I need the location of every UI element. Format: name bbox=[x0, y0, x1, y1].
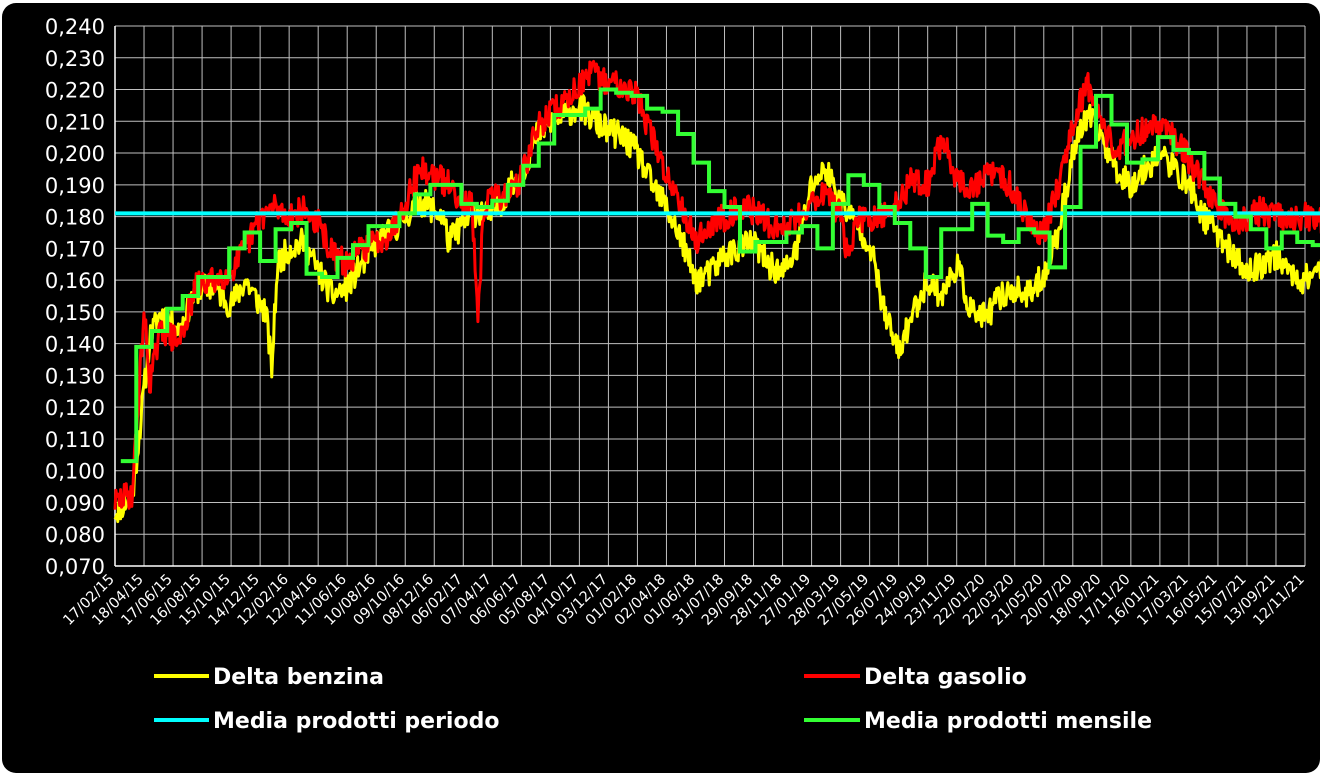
y-tick-label: 0,220 bbox=[45, 79, 105, 103]
y-tick-label: 0,100 bbox=[45, 460, 105, 484]
gridlines bbox=[114, 25, 1306, 567]
legend-item-media-prodotti-mensile: Media prodotti mensile bbox=[804, 709, 1152, 734]
y-tick-label: 0,230 bbox=[45, 47, 105, 71]
legend: Delta benzina Delta gasolio Media prodot… bbox=[154, 665, 1152, 734]
legend-item-media-prodotti-periodo: Media prodotti periodo bbox=[154, 709, 499, 734]
y-tick-label: 0,210 bbox=[45, 110, 105, 134]
series-line-delta-gasolio bbox=[113, 59, 1320, 510]
line-chart: 0,070 0,080 0,090 0,100 0,110 0,120 0,130 0,140… bbox=[45, 15, 1320, 734]
y-tick-label: 0,170 bbox=[45, 237, 105, 261]
legend-label-media-prodotti-periodo: Media prodotti periodo bbox=[213, 709, 499, 734]
y-tick-label: 0,120 bbox=[45, 396, 105, 420]
x-axis-ticks: 17/02/1518/04/1517/06/1516/08/1515/10/15… bbox=[60, 572, 1307, 629]
y-tick-label: 0,180 bbox=[45, 206, 105, 230]
y-tick-label: 0,150 bbox=[45, 301, 105, 325]
legend-item-delta-gasolio: Delta gasolio bbox=[804, 665, 1027, 690]
y-tick-label: 0,070 bbox=[45, 555, 105, 579]
series-lines bbox=[113, 59, 1320, 524]
legend-label-media-prodotti-mensile: Media prodotti mensile bbox=[864, 709, 1152, 734]
y-axis-ticks: 0,070 0,080 0,090 0,100 0,110 0,120 0,130 0,140… bbox=[45, 15, 105, 579]
y-tick-label: 0,140 bbox=[45, 333, 105, 357]
legend-item-delta-benzina: Delta benzina bbox=[154, 665, 384, 690]
y-tick-label: 0,130 bbox=[45, 364, 105, 388]
legend-label-delta-gasolio: Delta gasolio bbox=[864, 665, 1027, 690]
chart-frame: 0,070 0,080 0,090 0,100 0,110 0,120 0,130 0,140… bbox=[2, 3, 1320, 773]
series-line-media-prodotti-mensile bbox=[120, 87, 1320, 464]
y-tick-label: 0,110 bbox=[45, 428, 105, 452]
series-line-delta-benzina bbox=[113, 92, 1320, 524]
y-tick-label: 0,200 bbox=[45, 142, 105, 166]
y-tick-label: 0,080 bbox=[45, 523, 105, 547]
y-tick-label: 0,160 bbox=[45, 269, 105, 293]
legend-label-delta-benzina: Delta benzina bbox=[213, 665, 384, 690]
y-tick-label: 0,190 bbox=[45, 174, 105, 198]
y-tick-label: 0,240 bbox=[45, 15, 105, 39]
y-tick-label: 0,090 bbox=[45, 491, 105, 515]
